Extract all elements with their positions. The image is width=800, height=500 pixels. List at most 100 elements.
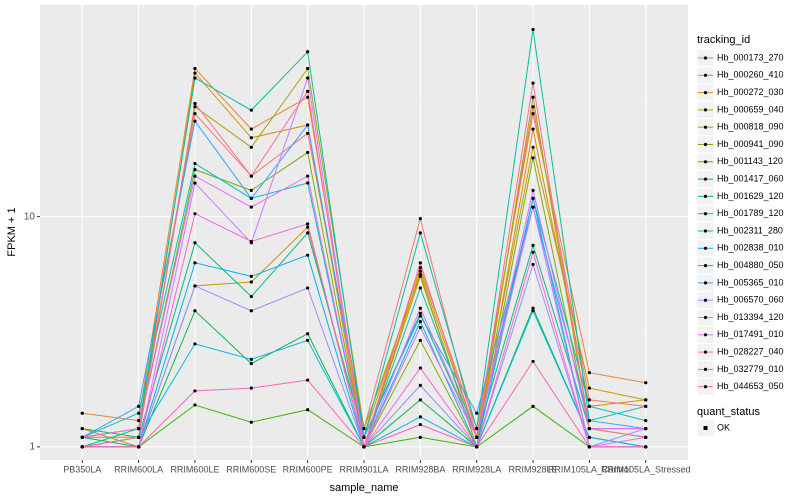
legend-label: Hb_000272_030 bbox=[717, 87, 784, 97]
point bbox=[249, 188, 253, 192]
point bbox=[644, 381, 648, 385]
legend-point bbox=[703, 73, 708, 77]
point bbox=[418, 261, 422, 265]
point bbox=[418, 273, 422, 277]
legend-point bbox=[703, 160, 708, 164]
legend-point bbox=[703, 125, 708, 129]
point bbox=[193, 174, 197, 178]
point bbox=[587, 386, 591, 390]
point bbox=[362, 445, 366, 449]
legend-label: Hb_001417_060 bbox=[717, 173, 784, 183]
point bbox=[587, 427, 591, 431]
point bbox=[418, 435, 422, 439]
point bbox=[193, 342, 197, 346]
point bbox=[475, 411, 479, 415]
point bbox=[644, 398, 648, 402]
legend-label: Hb_002838_010 bbox=[717, 243, 784, 253]
legend-label: Hb_000941_090 bbox=[717, 139, 784, 149]
point bbox=[418, 311, 422, 315]
point bbox=[531, 156, 535, 160]
legend-point bbox=[703, 212, 708, 216]
x-tick-label: RRIM105LA_Control bbox=[548, 464, 631, 474]
point bbox=[531, 105, 535, 109]
point bbox=[193, 389, 197, 393]
legend-point bbox=[703, 350, 708, 354]
point bbox=[306, 408, 310, 412]
point bbox=[306, 378, 310, 382]
point bbox=[418, 415, 422, 419]
point bbox=[193, 212, 197, 216]
point bbox=[249, 108, 253, 112]
legend2-title: quant_status bbox=[697, 406, 760, 418]
legend-label: Hb_001789_120 bbox=[717, 208, 784, 218]
point bbox=[306, 131, 310, 135]
point bbox=[531, 205, 535, 209]
point bbox=[137, 427, 141, 431]
point bbox=[531, 306, 535, 310]
legend-label: Hb_000818_090 bbox=[717, 122, 784, 132]
point bbox=[306, 222, 310, 226]
legend-label: Hb_000173_270 bbox=[717, 52, 784, 62]
legend-label: Hb_006570_060 bbox=[717, 295, 784, 305]
legend-label: Hb_002311_280 bbox=[717, 225, 783, 235]
legend-label: Hb_028227_040 bbox=[717, 346, 784, 356]
x-tick-label: RRIM600LA bbox=[114, 464, 163, 474]
point bbox=[306, 225, 310, 229]
legend-label: Hb_013394_120 bbox=[717, 312, 784, 322]
point bbox=[644, 404, 648, 408]
y-tick-label: 1 bbox=[29, 442, 35, 453]
x-tick-label: RRIM105LA_Stressed bbox=[601, 464, 691, 474]
x-tick-label: RRIM928LA bbox=[452, 464, 501, 474]
legend-point bbox=[703, 281, 708, 285]
point bbox=[418, 217, 422, 221]
y-axis-title: FPKM + 1 bbox=[6, 207, 18, 256]
legend-point bbox=[703, 298, 708, 302]
x-tick-label: RRIM600SE bbox=[226, 464, 276, 474]
point bbox=[193, 161, 197, 166]
point bbox=[306, 123, 310, 127]
point bbox=[475, 435, 479, 439]
point bbox=[249, 196, 253, 200]
point bbox=[475, 445, 479, 449]
point bbox=[362, 427, 366, 431]
point bbox=[418, 366, 422, 370]
point bbox=[80, 445, 84, 449]
point bbox=[644, 419, 648, 423]
point bbox=[418, 320, 422, 324]
point bbox=[531, 359, 535, 364]
point bbox=[193, 284, 197, 288]
legend-label: Hb_000659_040 bbox=[717, 104, 784, 114]
point bbox=[249, 239, 253, 244]
x-tick-label: RRIM901LA bbox=[339, 464, 388, 474]
point bbox=[531, 81, 535, 85]
legend-point bbox=[703, 142, 708, 147]
point bbox=[80, 427, 84, 431]
point bbox=[249, 294, 253, 299]
point bbox=[531, 262, 535, 267]
point bbox=[193, 119, 197, 123]
legend-point bbox=[703, 385, 708, 389]
point bbox=[193, 112, 197, 116]
point bbox=[531, 309, 535, 313]
point bbox=[531, 112, 535, 116]
point bbox=[306, 76, 310, 80]
point bbox=[418, 338, 422, 343]
point bbox=[644, 445, 648, 449]
point bbox=[80, 435, 84, 439]
point bbox=[249, 361, 253, 366]
point bbox=[531, 250, 535, 254]
point bbox=[362, 435, 366, 439]
point bbox=[531, 127, 535, 131]
point bbox=[249, 127, 253, 131]
point bbox=[531, 243, 535, 247]
point bbox=[531, 404, 535, 408]
point bbox=[80, 411, 84, 415]
point bbox=[587, 404, 591, 408]
legend-point bbox=[703, 315, 708, 320]
point bbox=[249, 174, 253, 178]
legend-label: Hb_000260_410 bbox=[717, 70, 784, 80]
legend-label: Hb_017491_010 bbox=[717, 329, 784, 339]
point bbox=[475, 427, 479, 431]
point bbox=[418, 422, 422, 427]
